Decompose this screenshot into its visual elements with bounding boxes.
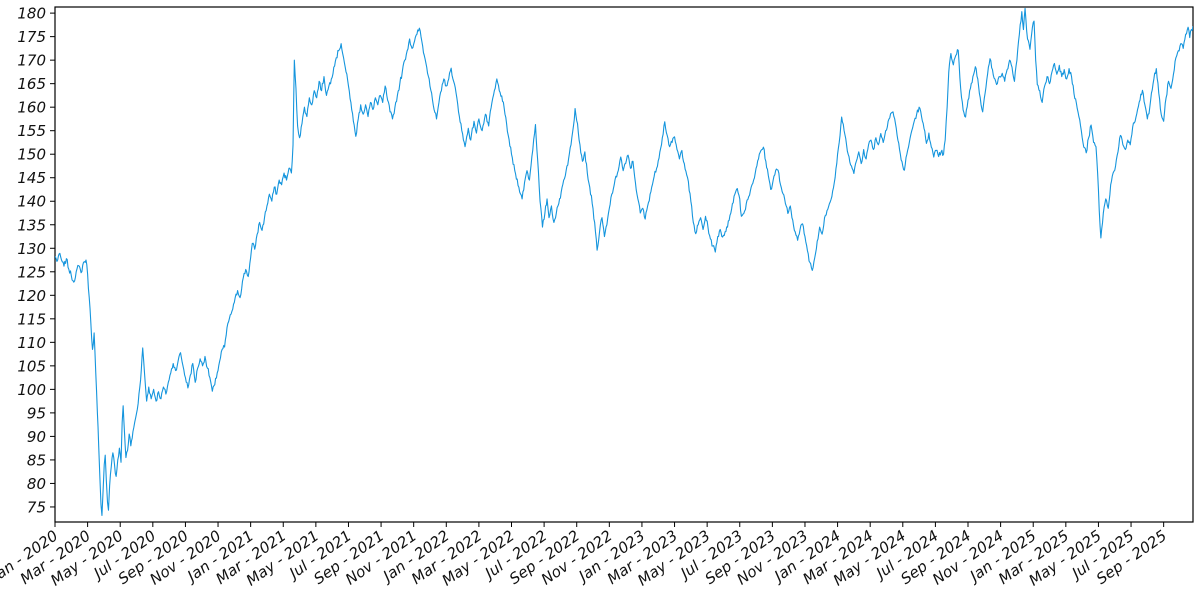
y-tick-label: 140 [17, 193, 46, 211]
y-tick-label: 120 [17, 287, 46, 305]
y-tick-label: 105 [17, 357, 46, 375]
y-tick-label: 165 [17, 75, 46, 93]
y-tick-label: 170 [17, 52, 46, 70]
y-axis: 75 80 85 90 95 100 105 110 115 120 125 130 135 140 145… [17, 5, 55, 516]
y-tick-label: 160 [17, 99, 46, 117]
y-tick-label: 115 [17, 310, 46, 328]
y-tick-label: 130 [17, 240, 46, 258]
plot-border [54, 6, 1194, 523]
y-tick-label: 145 [17, 169, 46, 187]
y-tick-label: 135 [17, 216, 46, 234]
y-tick-label: 175 [17, 28, 46, 46]
y-tick-label: 85 [27, 451, 46, 469]
y-tick-label: 80 [27, 475, 46, 493]
y-tick-label: 125 [17, 263, 46, 281]
price-line [55, 7, 1193, 516]
y-tick-label: 150 [17, 146, 46, 164]
y-tick-label: 110 [17, 334, 46, 352]
y-tick-label: 180 [17, 5, 46, 23]
y-tick-label: 90 [27, 428, 46, 446]
y-tick-label: 75 [27, 498, 46, 516]
y-tick-label: 100 [17, 381, 46, 399]
y-tick-label: 155 [17, 122, 46, 140]
y-tick-label: 95 [27, 404, 46, 422]
